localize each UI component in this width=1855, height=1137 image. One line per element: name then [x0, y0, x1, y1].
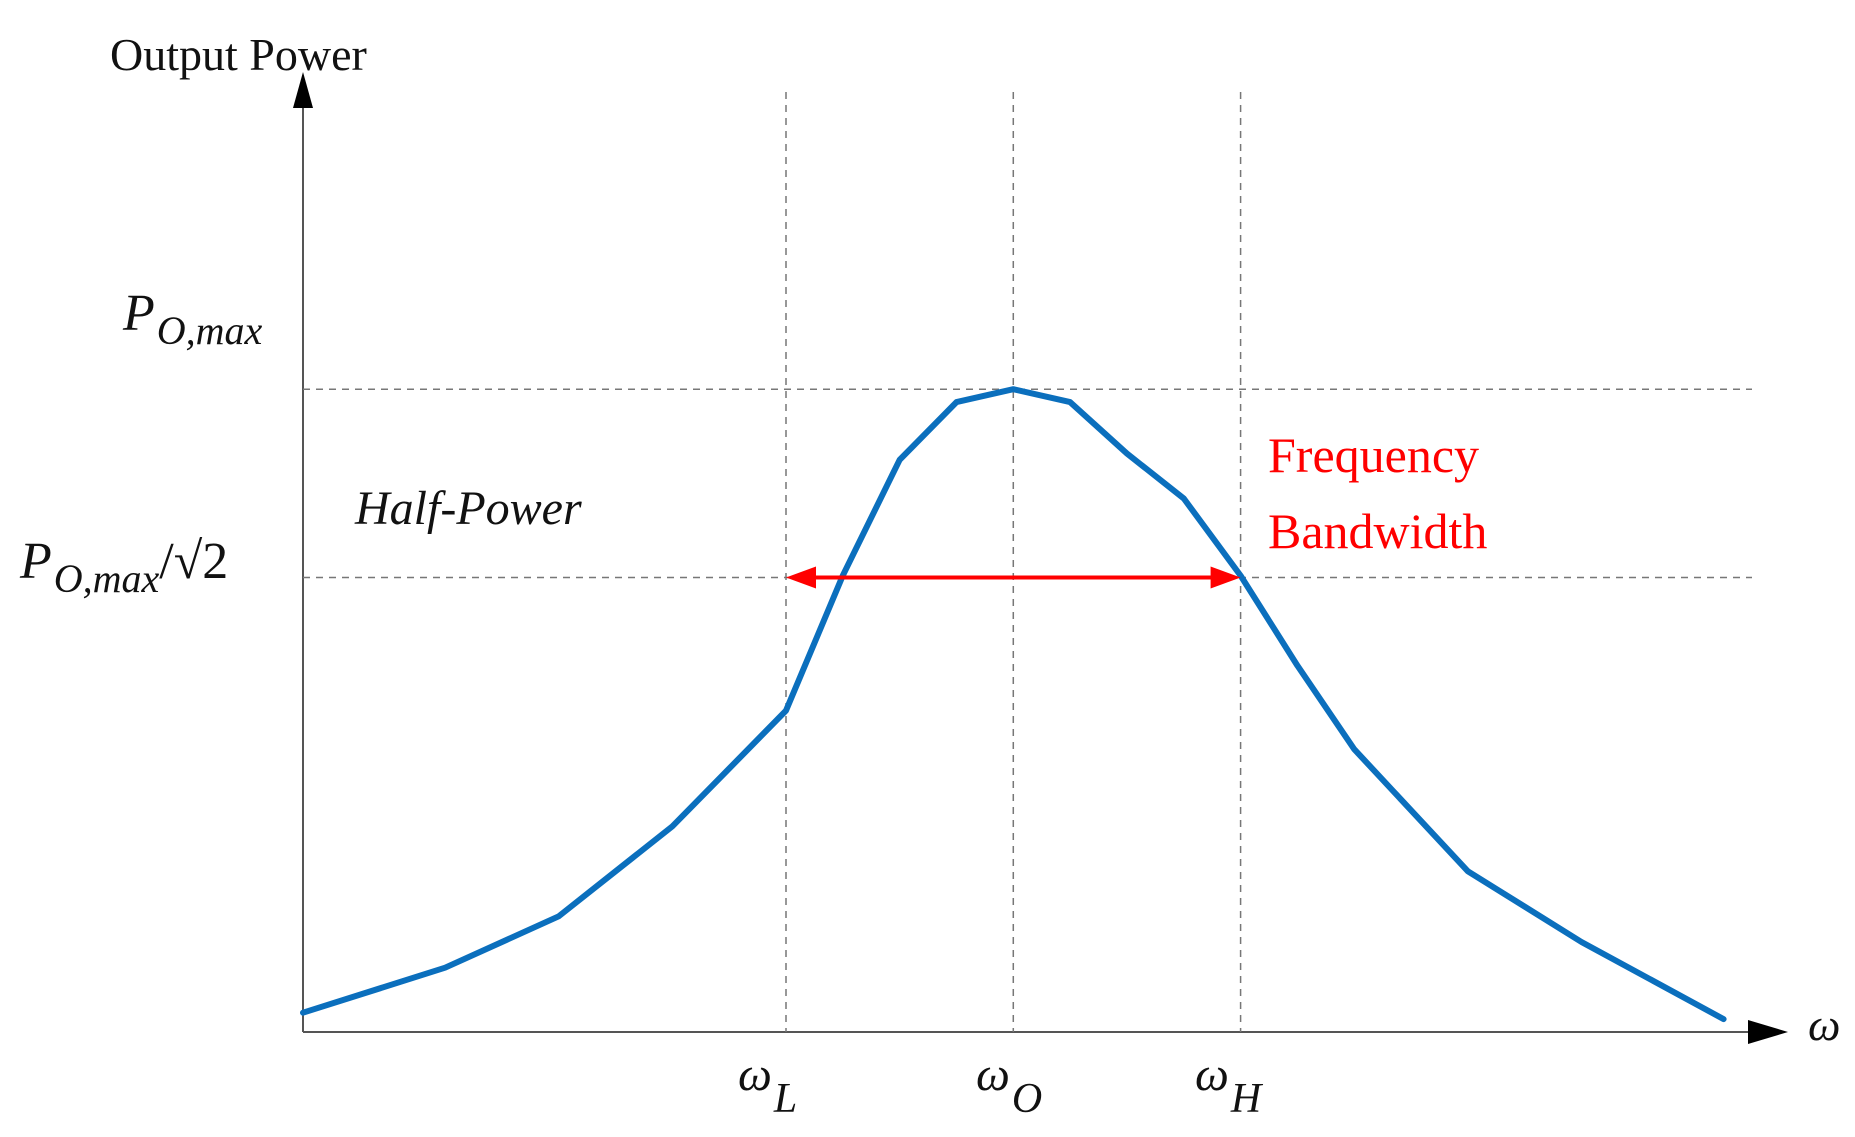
bandwidth-arrow-left-head	[786, 566, 816, 589]
x-tick-low-sub: L	[773, 1076, 797, 1122]
x-tick-label-center: ωO	[976, 1048, 1042, 1122]
half-power-label: Half-Power	[354, 482, 582, 535]
x-tick-high-sub: H	[1230, 1076, 1264, 1122]
x-tick-center-symbol: ω	[976, 1048, 1010, 1101]
x-axis-title: ω	[1808, 999, 1840, 1050]
y-tick-max-sub: O,max	[157, 308, 263, 353]
x-axis-arrowhead	[1748, 1020, 1788, 1044]
y-tick-half-suffix: /√2	[159, 533, 228, 590]
y-axis-title: Output Power	[110, 29, 367, 80]
y-tick-label-max: PO,max	[122, 285, 263, 353]
output-power-curve	[300, 386, 1727, 1023]
y-tick-half-base: P	[19, 533, 52, 590]
x-tick-low-symbol: ω	[738, 1048, 772, 1101]
x-tick-high-symbol: ω	[1195, 1048, 1229, 1101]
x-tick-label-high: ωH	[1195, 1048, 1264, 1122]
y-tick-max-base: P	[122, 285, 155, 342]
bandwidth-arrow-right-head	[1210, 566, 1241, 589]
y-tick-labels: PO,max PO,max/√2	[19, 285, 263, 601]
y-tick-label-half: PO,max/√2	[19, 533, 228, 601]
y-tick-half-sub: O,max	[54, 556, 160, 601]
x-tick-label-low: ωL	[738, 1048, 797, 1122]
bandwidth-label-line2: Bandwidth	[1268, 503, 1487, 559]
bandwidth-label-line1: Frequency	[1268, 427, 1479, 483]
y-axis-arrowhead	[293, 72, 313, 108]
guide-lines	[303, 92, 1752, 1032]
x-tick-labels: ωL ωO ωH	[738, 1048, 1264, 1122]
x-tick-center-sub: O	[1012, 1076, 1042, 1122]
bandwidth-arrow	[786, 566, 1241, 589]
